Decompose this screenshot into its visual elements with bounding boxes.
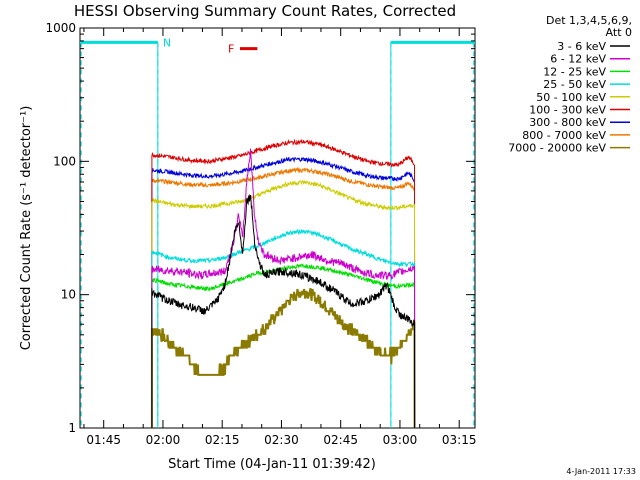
series-line [151,263,416,429]
series-line [151,228,416,429]
y-axis-label: Corrected Count Rate (s⁻¹ detector⁻¹) [19,106,34,351]
legend-entry-label: 300 - 800 keV [529,116,606,129]
series-line [151,148,416,429]
legend-entry-label: 100 - 300 keV [529,104,606,117]
x-tick-label: 03:15 [442,433,477,447]
y-tick-label: 1000 [45,21,76,35]
y-tick-label: 100 [53,154,76,168]
legend-entry-label: 3 - 6 keV [557,40,606,53]
y-axis-ticks: 1 10 100 1000 [45,21,475,435]
series-line [151,179,416,429]
series-line [151,166,416,429]
legend-entry-label: 800 - 7000 keV [522,129,606,142]
plot-frame [79,27,476,429]
flare-label: F [228,43,234,56]
x-tick-label: 02:15 [205,433,240,447]
legend-entry-label: 50 - 100 keV [536,91,606,104]
series-line [151,156,416,429]
x-axis-ticks: 01:45 02:00 02:15 02:30 02:45 03:00 03:15 [83,28,477,447]
legend-entry-label: 12 - 25 keV [543,65,606,78]
y-tick-label: 10 [61,288,76,302]
x-tick-label: 02:00 [146,433,181,447]
x-axis-label: Start Time (04-Jan-11 01:39:42) [168,457,376,472]
series-line [151,193,416,429]
y-tick-label: 1 [68,421,76,435]
legend-header-line: Det 1,3,4,5,6,9, [546,14,632,27]
series-line [151,138,416,429]
series-line [150,288,416,429]
legend-entry-label: 6 - 12 keV [550,53,606,66]
chart-title: HESSI Observing Summary Count Rates, Cor… [74,2,456,20]
x-tick-label: 02:45 [323,433,358,447]
legend-entry-label: 7000 - 20000 keV [508,142,606,155]
legend-header-line: Att 0 [606,26,632,39]
legend-entry-label: 25 - 50 keV [543,78,606,91]
x-tick-label: 02:30 [264,433,299,447]
x-tick-label: 01:45 [86,433,121,447]
x-tick-label: 03:00 [383,433,418,447]
night-label: N [163,36,171,49]
timestamp-label: 4-Jan-2011 17:33 [566,467,636,476]
